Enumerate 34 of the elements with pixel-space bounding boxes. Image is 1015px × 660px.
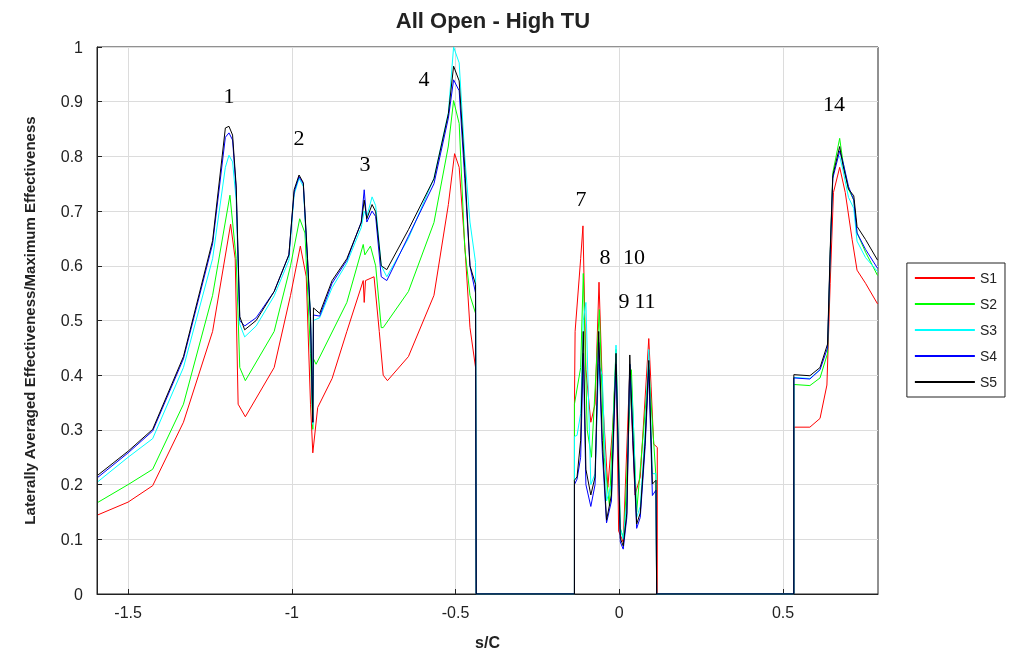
annotation: 8 <box>599 243 611 269</box>
y-tick-label: 1 <box>74 38 84 56</box>
annotation: 1 <box>223 82 235 108</box>
y-tick-label: 0.3 <box>60 421 84 439</box>
x-tick-label: 0 <box>614 603 624 621</box>
y-tick-label: 0.8 <box>60 147 84 165</box>
y-tick-label: 0.2 <box>60 476 84 494</box>
x-tick-label: -1 <box>284 603 300 621</box>
annotation: 10 <box>623 243 645 269</box>
annotation: 14 <box>823 90 845 116</box>
y-tick-label: 0.6 <box>60 257 84 275</box>
y-axis-title: Laterally Averaged Effectiveness/Maximum Effectiveness <box>21 116 38 525</box>
annotation: 4 <box>418 65 430 91</box>
legend-label: S4 <box>979 348 998 364</box>
legend-label: S1 <box>979 270 998 286</box>
annotation: 9 <box>618 287 630 313</box>
chart-title: All Open - High TU <box>395 7 591 33</box>
legend-label: S2 <box>979 296 998 312</box>
annotation: 2 <box>293 124 305 150</box>
annotation: 3 <box>359 150 371 176</box>
x-tick-label: -1.5 <box>114 603 142 621</box>
legend-label: S3 <box>979 322 998 338</box>
y-tick-label: 0.5 <box>60 312 84 329</box>
y-tick-label: 0 <box>74 585 84 603</box>
legend-label: S5 <box>979 374 998 390</box>
y-tick-label: 0.7 <box>60 202 84 220</box>
annotation: 11 <box>634 287 656 313</box>
annotation: 7 <box>575 185 587 211</box>
y-tick-label: 0.4 <box>60 366 84 384</box>
x-tick-label: 0.5 <box>771 603 795 621</box>
y-tick-label: 0.9 <box>60 93 84 111</box>
x-axis-title: s/C <box>475 633 501 651</box>
y-tick-label: 0.1 <box>60 530 84 548</box>
x-tick-label: -0.5 <box>441 603 470 621</box>
